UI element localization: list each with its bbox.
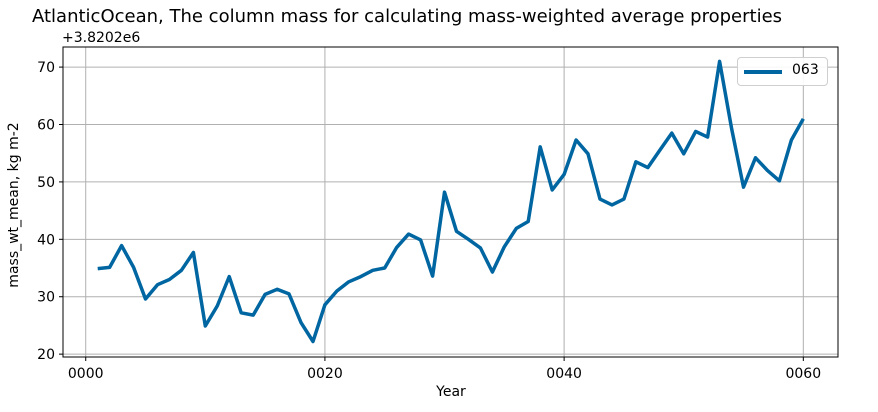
y-tick-label: 40 [37,232,55,248]
x-axis-label: Year [436,384,466,400]
y-tick-label: 20 [37,347,55,363]
y-tick-label: 50 [37,175,55,191]
plot-frame [62,46,839,358]
series-lines [97,59,805,344]
y-tick-label: 60 [37,118,55,134]
x-axis: 0000 0020 0040 0060 [68,357,821,382]
legend: 063 [737,57,828,86]
y-offset-label: +3.8202e6 [62,30,141,46]
grid-lines [63,47,838,357]
y-axis-label: mass_wt_mean, kg m-2 [6,122,22,288]
y-axis: 20 30 40 50 60 70 [37,60,63,363]
x-tick-label: 0040 [546,366,582,382]
legend-swatch [744,70,782,74]
chart-title: AtlanticOcean, The column mass for calcu… [32,6,783,27]
x-tick-label: 0060 [785,366,821,382]
series-line-063 [97,59,805,344]
legend-label: 063 [792,62,819,78]
y-tick-label: 70 [37,60,55,76]
y-tick-label: 30 [37,290,55,306]
x-tick-label: 0020 [307,366,343,382]
x-tick-label: 0000 [68,366,104,382]
x-axis-label-wrap: Year [0,384,878,400]
